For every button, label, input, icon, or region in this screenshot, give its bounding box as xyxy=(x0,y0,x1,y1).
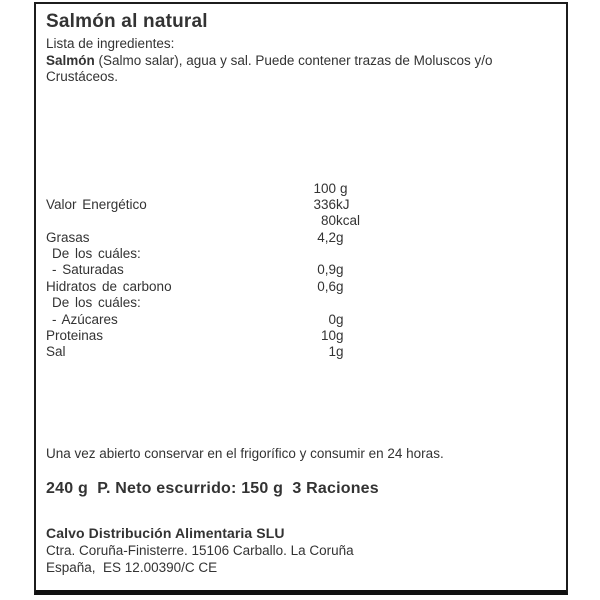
nutrition-row-protein: Proteinas 10 g xyxy=(36,328,566,344)
ingredients-section: Lista de ingredientes: Salmón (Salmo sal… xyxy=(46,36,554,86)
nutrition-row-sugars: - Azúcares 0 g xyxy=(36,312,566,328)
ingredients-text: (Salmo salar), agua y sal. Puede contene… xyxy=(46,52,493,85)
nutrient-name: - Saturadas xyxy=(52,262,124,278)
nutrition-row-of-which-carbs: De los cuáles: xyxy=(36,295,566,311)
nutrient-unit: g xyxy=(336,229,344,245)
distributor-section: Calvo Distribución Alimentaria SLU Ctra.… xyxy=(46,525,556,576)
nutrition-table: 100 g Valor Energético 336 kJ 80 kcal Gr… xyxy=(36,181,566,361)
nutrient-name: Grasas xyxy=(46,229,90,245)
ingredient-main: Salmón xyxy=(46,52,95,68)
nutrient-name: De los cuáles: xyxy=(52,246,141,262)
nutrition-row-salt: Sal 1 g xyxy=(36,344,566,360)
nutrient-name: - Azúcares xyxy=(52,311,118,327)
product-label: Salmón al natural Lista de ingredientes:… xyxy=(34,2,568,595)
nutrition-row-energy: Valor Energético 336 kJ xyxy=(36,197,566,213)
nutrient-value: 4,2 xyxy=(317,229,336,245)
nutrient-name: Sal xyxy=(46,344,66,360)
nutrient-name: Hidratos de carbono xyxy=(46,278,172,294)
distributor-address: Ctra. Coruña-Finisterre. 15106 Carballo.… xyxy=(46,543,354,559)
nutrition-row-of-which-fat: De los cuáles: xyxy=(36,246,566,262)
distributor-country-registration: España, ES 12.00390/C CE xyxy=(46,560,218,576)
storage-note: Una vez abierto conservar en el frigoríf… xyxy=(46,445,444,461)
nutrient-unit: g xyxy=(336,311,344,327)
nutrition-row-energy-kcal: 80 kcal xyxy=(36,213,566,229)
nutrition-row-carbohydrate: Hidratos de carbono 0,6 g xyxy=(36,279,566,295)
nutrient-value: 80 xyxy=(320,213,336,229)
nutrient-unit: g xyxy=(336,328,344,344)
nutrient-unit: g xyxy=(336,344,344,360)
nutrition-column-header: 100 g xyxy=(36,181,566,197)
nutrition-row-fat: Grasas 4,2 g xyxy=(36,230,566,246)
nutrient-value: 0,6 xyxy=(317,278,336,294)
nutrient-value: 10 xyxy=(320,328,336,344)
nutrient-value: 336 xyxy=(313,196,336,212)
nutrient-name: De los cuáles: xyxy=(52,295,141,311)
nutrient-unit: kJ xyxy=(336,196,350,212)
nutrient-value: 0,9 xyxy=(317,262,336,278)
nutrient-name: Valor Energético xyxy=(46,196,147,212)
column-header-unit: g xyxy=(340,180,348,196)
nutrient-name: Proteinas xyxy=(46,328,104,344)
nutrient-value: 1 xyxy=(328,344,336,360)
nutrient-unit: g xyxy=(336,278,344,294)
nutrition-row-saturates: - Saturadas 0,9 g xyxy=(36,262,566,278)
net-weight-line: 240 g P. Neto escurrido: 150 g 3 Racione… xyxy=(46,480,379,498)
product-title: Salmón al natural xyxy=(46,11,208,32)
nutrient-value: 0 xyxy=(328,311,336,327)
distributor-name: Calvo Distribución Alimentaria SLU xyxy=(46,525,285,542)
column-header-value: 100 xyxy=(313,180,336,196)
nutrient-unit: kcal xyxy=(336,213,361,229)
nutrient-unit: g xyxy=(336,262,344,278)
ingredients-heading: Lista de ingredientes: xyxy=(46,36,175,51)
